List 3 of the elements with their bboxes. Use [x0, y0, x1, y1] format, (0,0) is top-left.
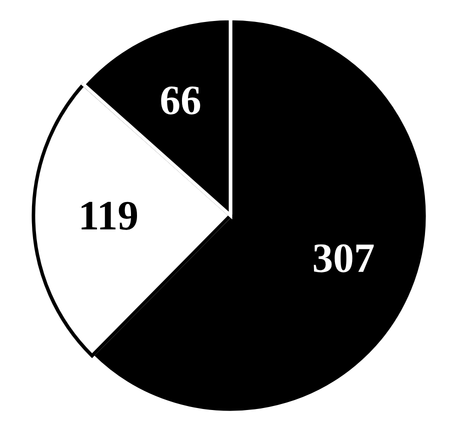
- data-label: 66: [161, 86, 200, 114]
- data-label: 119: [82, 202, 138, 230]
- data-label: 307: [314, 244, 374, 272]
